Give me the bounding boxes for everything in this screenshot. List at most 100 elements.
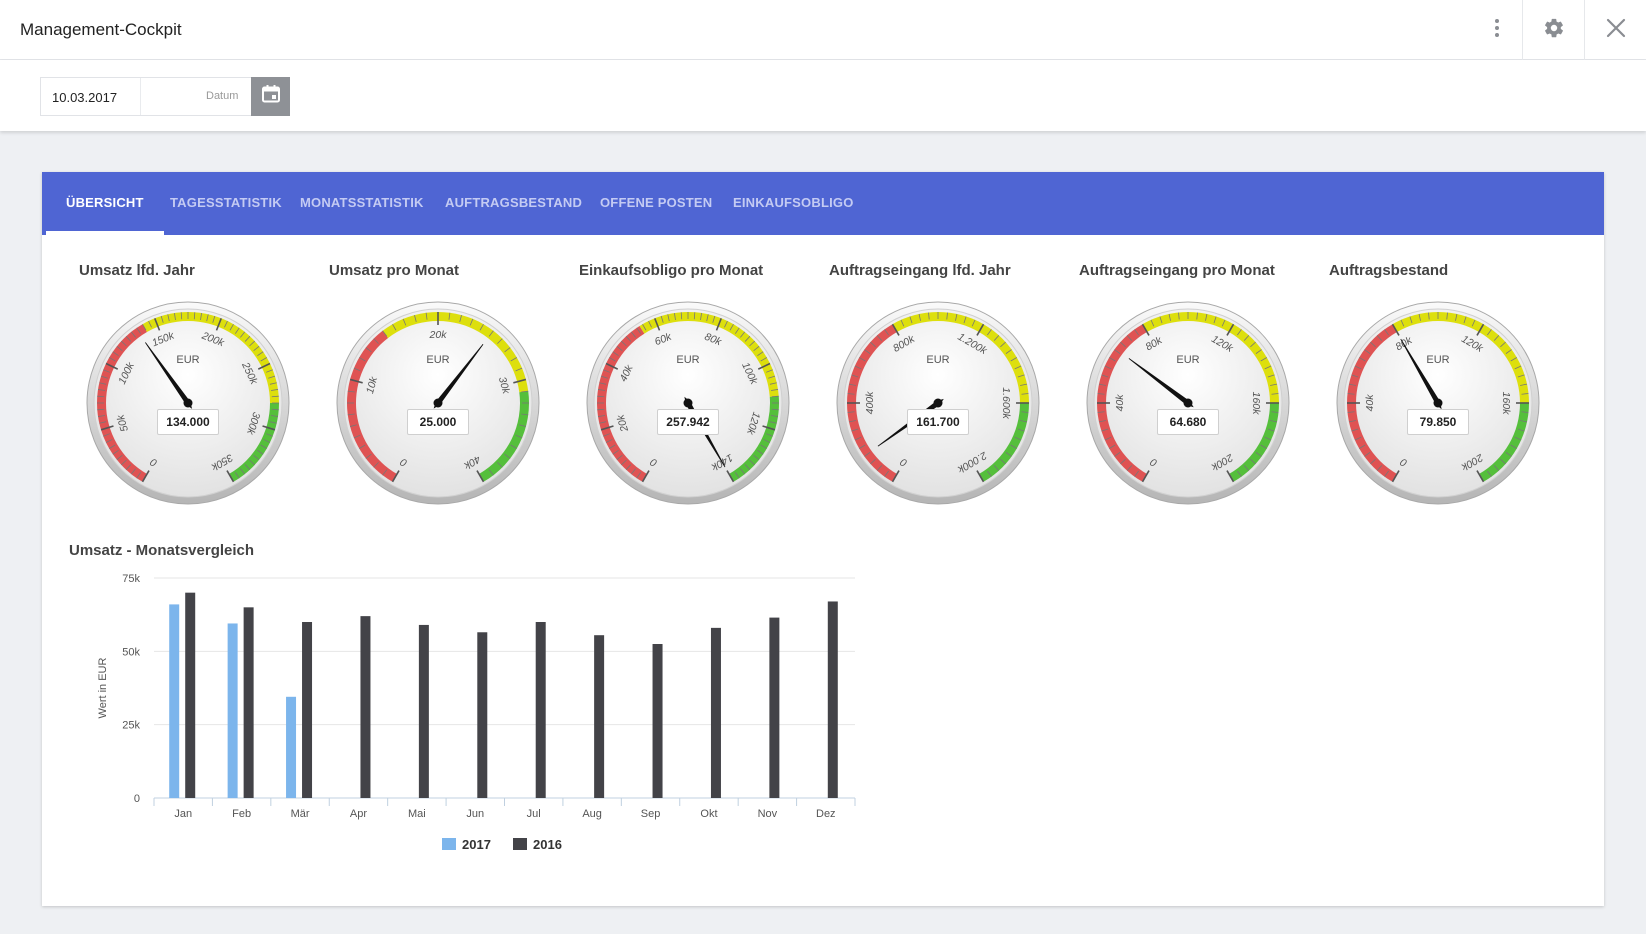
gauge-minor-tick bbox=[760, 357, 768, 362]
gauge-minor-tick bbox=[870, 458, 876, 465]
gauge-minor-tick bbox=[263, 439, 271, 443]
tab-auftragsbestand[interactable]: AUFTRAGSBESTAND bbox=[445, 195, 583, 210]
gauge-minor-tick bbox=[909, 316, 913, 324]
tab-einkaufsobligo[interactable]: EINKAUFSOBLIGO bbox=[733, 195, 854, 210]
gauge-minor-tick bbox=[1347, 393, 1355, 395]
gauge-minor-tick bbox=[876, 335, 883, 341]
gauge-needle bbox=[1128, 358, 1194, 408]
gauge-major-tick bbox=[600, 425, 614, 431]
gauge-minor-tick bbox=[174, 312, 176, 320]
gauge-title: Einkaufsobligo pro Monat bbox=[579, 262, 764, 279]
gauge-minor-tick bbox=[1418, 313, 1421, 321]
gauge-minor-tick bbox=[249, 340, 255, 347]
gauge-minor-tick bbox=[1264, 436, 1272, 441]
x-tick-label: Feb bbox=[232, 808, 251, 820]
gauge-umsatz-pro-monat: 0 10k 20k 30k 40k EUR 25.000 bbox=[331, 296, 545, 510]
close-icon bbox=[1606, 18, 1626, 43]
gauge-minor-tick bbox=[425, 312, 428, 320]
gauge-major-tick bbox=[976, 470, 985, 483]
gauge-major-tick bbox=[391, 470, 400, 483]
gauge-minor-tick bbox=[1520, 383, 1528, 386]
gauge-minor-tick bbox=[249, 459, 255, 466]
gauge-minor-tick bbox=[1446, 312, 1448, 320]
gauge-minor-tick bbox=[358, 357, 366, 362]
close-button[interactable] bbox=[1584, 0, 1646, 60]
y-axis-label: Wert in EUR bbox=[97, 657, 109, 718]
gauge-minor-tick bbox=[870, 341, 876, 348]
gauge-minor-tick bbox=[497, 338, 503, 344]
gauge-minor-tick bbox=[884, 329, 889, 336]
gauge-minor-tick bbox=[1000, 341, 1006, 348]
gauge-band-red bbox=[97, 324, 147, 482]
gauge-minor-tick bbox=[1364, 452, 1371, 457]
gauge-tick-label: 0 bbox=[1148, 455, 1159, 468]
gauge-minor-tick bbox=[1463, 316, 1467, 324]
gauge-minor-tick bbox=[1017, 374, 1025, 378]
gauge-minor-tick bbox=[253, 345, 260, 351]
date-field[interactable]: 10.03.2017 Datum bbox=[40, 77, 290, 116]
tab-tagesstatistik[interactable]: TAGESSTATISTIK bbox=[170, 195, 282, 210]
gauge-minor-tick bbox=[260, 444, 268, 449]
gauge-minor-tick bbox=[680, 312, 683, 320]
settings-button[interactable] bbox=[1522, 0, 1584, 60]
gauge-minor-tick bbox=[1000, 458, 1006, 465]
more-vertical-icon bbox=[1494, 18, 1500, 43]
gauge-minor-tick bbox=[382, 330, 388, 337]
gauge-pivot bbox=[1433, 398, 1443, 408]
window-title: Management-Cockpit bbox=[20, 20, 182, 39]
gauge-minor-tick bbox=[918, 313, 921, 321]
gauge-minor-tick bbox=[612, 351, 619, 357]
gauge-minor-tick bbox=[1514, 365, 1522, 370]
gauge-minor-tick bbox=[1347, 411, 1355, 413]
gauge-minor-tick bbox=[116, 345, 123, 351]
toolbar: 10.03.2017 Datum bbox=[0, 60, 1646, 131]
gauge-minor-tick bbox=[1267, 428, 1275, 432]
gauge-minor-tick bbox=[1134, 329, 1139, 336]
gauge-minor-tick bbox=[1021, 411, 1029, 413]
gauge-tick-label: 1.600k bbox=[1000, 387, 1012, 419]
gauge-minor-tick bbox=[642, 323, 647, 331]
x-tick-label: Sep bbox=[641, 808, 661, 820]
gauge-minor-tick bbox=[373, 462, 379, 468]
gauge-minor-tick bbox=[97, 408, 105, 411]
gauge-minor-tick bbox=[1010, 444, 1018, 449]
gauge-minor-tick bbox=[1384, 329, 1389, 336]
gauge-minor-tick bbox=[1221, 319, 1226, 327]
tab-monatsstatistik[interactable]: MONATSSTATISTIK bbox=[300, 195, 424, 210]
gauge-minor-tick bbox=[347, 413, 355, 416]
tab-uebersicht[interactable]: ÜBERSICHT bbox=[46, 172, 164, 235]
gauge-major-tick bbox=[976, 323, 985, 336]
gauge-minor-tick bbox=[1178, 312, 1180, 320]
gauge-major-tick bbox=[154, 317, 161, 331]
bar-2016 bbox=[652, 644, 663, 798]
gauge-title: Auftragseingang pro Monat bbox=[1079, 262, 1275, 279]
gauge-umsatz-lfd-jahr: 0 50k 100k 150k 200k 250k 300k 350k EUR 134.000 bbox=[81, 296, 295, 510]
tab-offene-posten[interactable]: OFFENE POSTEN bbox=[600, 195, 713, 210]
gauge-minor-tick bbox=[1104, 436, 1112, 441]
legend-swatch bbox=[442, 838, 456, 850]
gauge-minor-tick bbox=[1250, 341, 1256, 348]
gauge-minor-tick bbox=[724, 320, 728, 328]
gauge-minor-tick bbox=[515, 367, 523, 372]
gauge-minor-tick bbox=[712, 315, 716, 323]
gauge-minor-tick bbox=[1358, 357, 1366, 362]
gauge-minor-tick bbox=[193, 312, 196, 320]
gauge-minor-tick bbox=[597, 415, 605, 417]
gauge-minor-tick bbox=[757, 351, 764, 357]
bar-2016 bbox=[302, 622, 313, 798]
bar-2016 bbox=[827, 601, 838, 798]
gauge-minor-tick bbox=[1517, 374, 1525, 378]
y-tick-label: 75k bbox=[122, 573, 140, 585]
gauge-minor-tick bbox=[851, 428, 859, 432]
gauge-minor-tick bbox=[130, 331, 136, 338]
gauge-minor-tick bbox=[1471, 319, 1476, 327]
more-options-button[interactable] bbox=[1466, 0, 1528, 60]
x-tick-label: Nov bbox=[758, 808, 778, 820]
x-tick-label: Dez bbox=[816, 808, 836, 820]
gauge-minor-tick bbox=[621, 340, 627, 347]
gauge-minor-tick bbox=[160, 315, 164, 323]
gauge-major-tick bbox=[757, 362, 771, 370]
gauge-minor-tick bbox=[1348, 383, 1356, 386]
calendar-button[interactable] bbox=[251, 77, 290, 116]
gauge-minor-tick bbox=[597, 389, 605, 391]
